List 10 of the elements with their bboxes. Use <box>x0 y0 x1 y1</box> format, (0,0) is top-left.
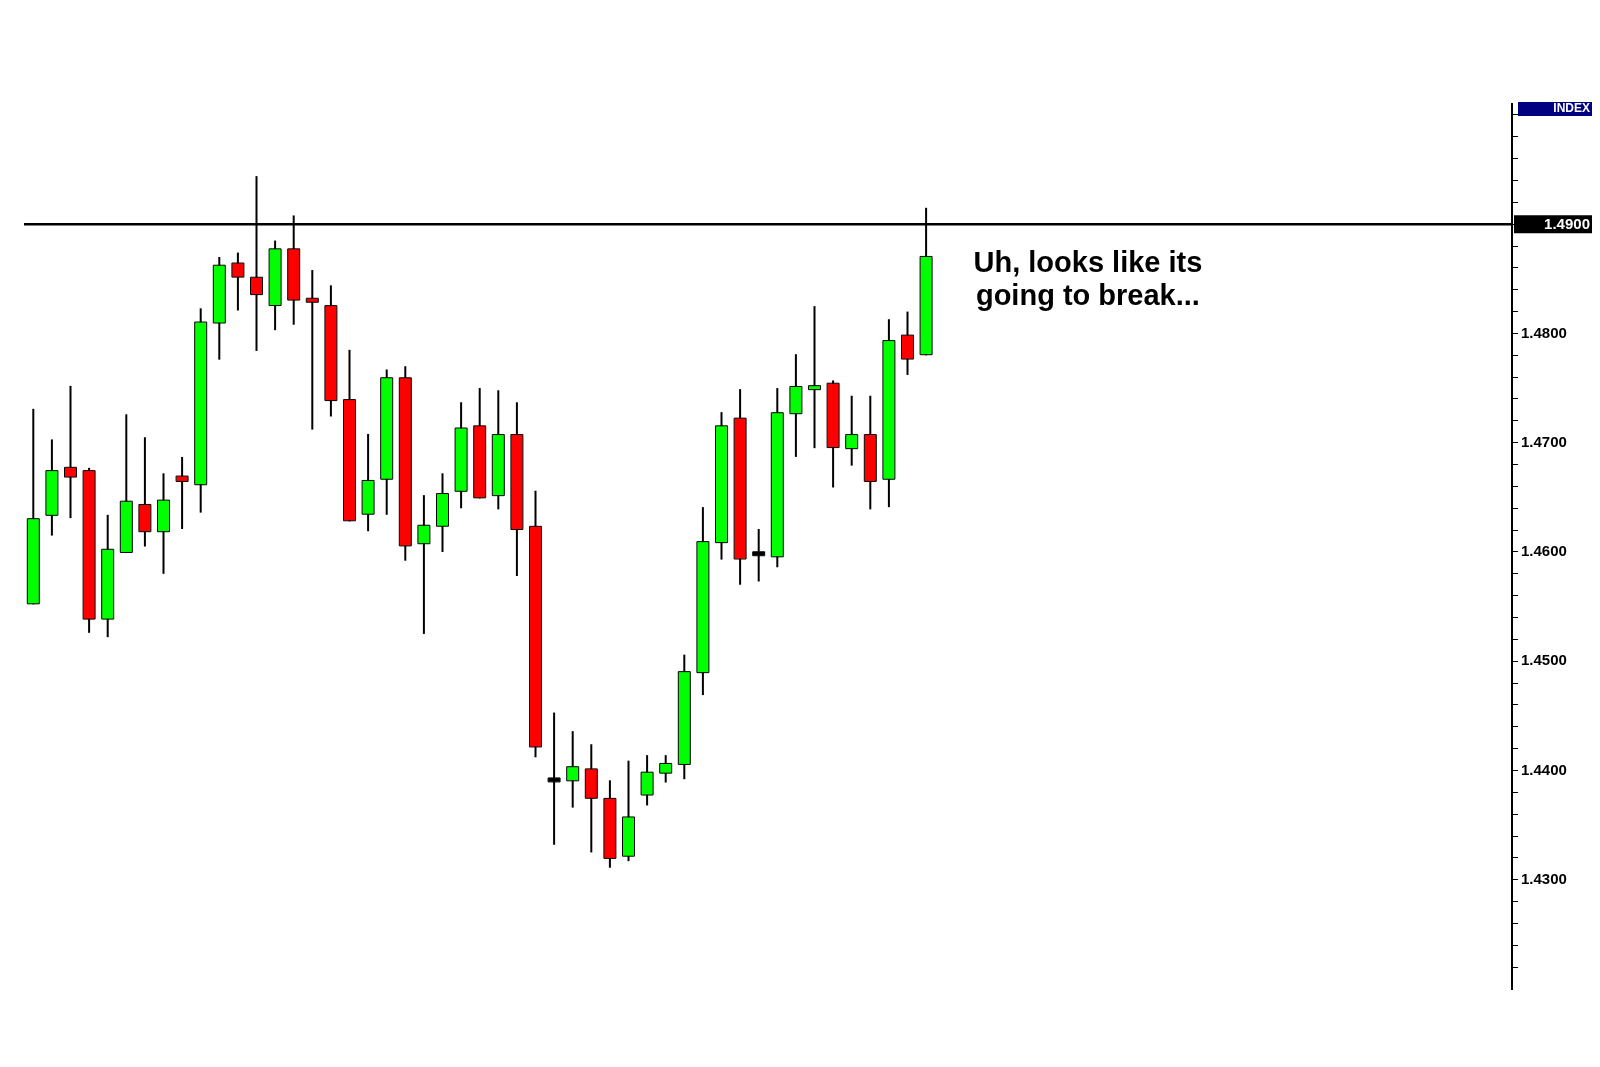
y-tick-label: 1.4300 <box>1521 869 1567 887</box>
y-tick-label: 1.4600 <box>1521 542 1567 560</box>
annotation: Uh, looks like its going to break... <box>973 246 1203 312</box>
y-tick-label: 1.4500 <box>1521 651 1567 669</box>
candlestick <box>659 754 673 784</box>
ref-line-label: 1.4900 <box>1544 215 1590 233</box>
y-tick-label: 1.4400 <box>1521 760 1567 778</box>
y-tick-label: 1.4800 <box>1521 323 1567 341</box>
text: INDEX <box>1553 101 1590 116</box>
y-tick-label: 1.4700 <box>1521 432 1567 450</box>
